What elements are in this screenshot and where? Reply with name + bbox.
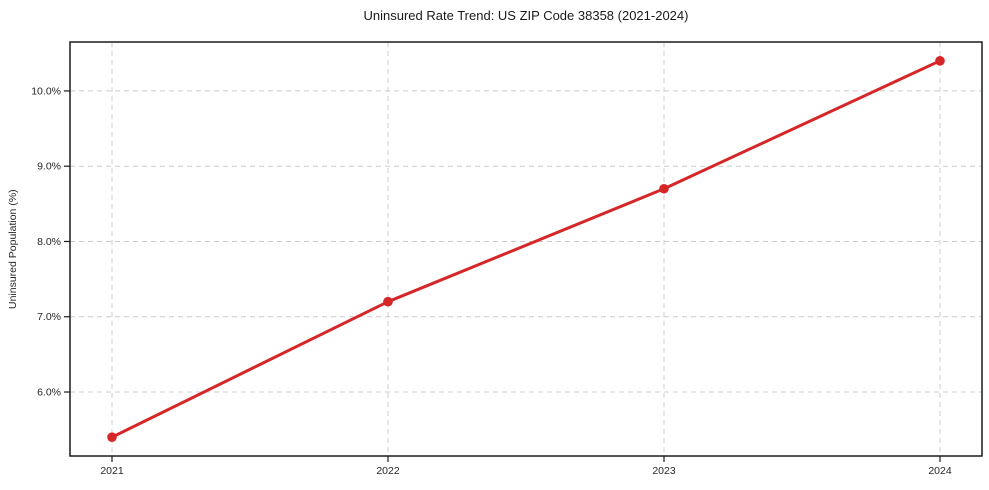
y-tick-label: 9.0% xyxy=(37,161,61,173)
data-point-marker xyxy=(383,296,393,307)
x-tick-label: 2023 xyxy=(652,465,676,477)
chart-title: Uninsured Rate Trend: US ZIP Code 38358 … xyxy=(363,8,689,23)
plot-border xyxy=(69,41,983,457)
data-point-marker xyxy=(107,432,117,442)
x-tick-label: 2024 xyxy=(928,465,952,477)
y-tick-label: 8.0% xyxy=(37,236,61,248)
x-tick-label: 2021 xyxy=(100,465,124,477)
data-point-marker xyxy=(935,56,945,66)
trend-line xyxy=(110,59,942,439)
y-tick-label: 7.0% xyxy=(37,311,61,323)
y-tick-label: 10.0% xyxy=(31,85,61,97)
data-point-marker xyxy=(659,183,669,194)
y-tick-label: 6.0% xyxy=(37,387,61,399)
x-tick-label: 2022 xyxy=(376,465,400,477)
